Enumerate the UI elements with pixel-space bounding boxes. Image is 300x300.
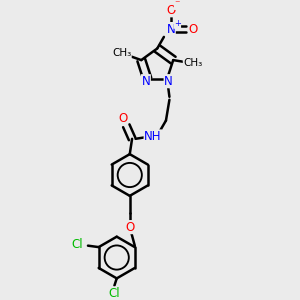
Text: N: N	[164, 75, 173, 88]
Text: O: O	[125, 220, 134, 234]
Text: +: +	[174, 20, 181, 28]
Text: O: O	[166, 4, 176, 17]
Text: N: N	[167, 22, 175, 36]
Text: O: O	[118, 112, 127, 125]
Text: Cl: Cl	[108, 287, 120, 300]
Text: CH₃: CH₃	[112, 48, 131, 58]
Text: CH₃: CH₃	[183, 58, 202, 68]
Text: O: O	[188, 22, 198, 36]
Text: ⁻: ⁻	[175, 0, 180, 10]
Text: Cl: Cl	[72, 238, 83, 251]
Text: N: N	[142, 75, 150, 88]
Text: NH: NH	[144, 130, 162, 143]
